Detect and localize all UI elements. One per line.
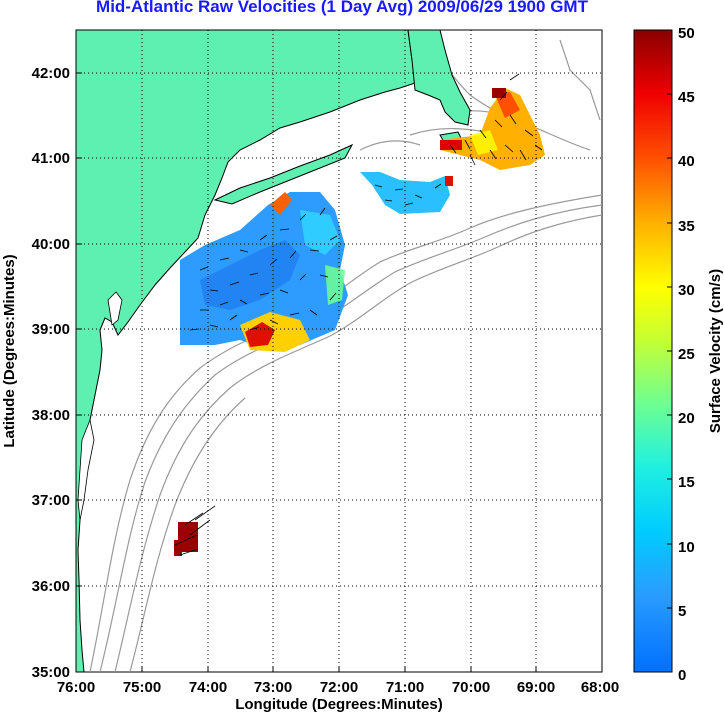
colorbar-tick: 20 bbox=[678, 410, 695, 427]
y-tick-label: 38:00 bbox=[32, 407, 70, 424]
y-tick-label: 40:00 bbox=[32, 236, 70, 253]
land-mass bbox=[76, 30, 419, 672]
x-tick-label: 73:00 bbox=[254, 679, 292, 696]
y-tick-label: 36:00 bbox=[32, 578, 70, 595]
colorbar-tick: 5 bbox=[678, 603, 686, 620]
colorbar-tick: 25 bbox=[678, 346, 695, 363]
long-island bbox=[213, 143, 354, 205]
x-axis-label: Longitude (Degrees:Minutes) bbox=[235, 696, 443, 713]
colorbar-label: Surface Velocity (cm/s) bbox=[707, 269, 724, 433]
colorbar-gradient bbox=[633, 29, 673, 673]
x-tick-label: 76:00 bbox=[57, 679, 95, 696]
y-tick-label: 35:00 bbox=[32, 664, 70, 681]
y-tick-label: 37:00 bbox=[32, 492, 70, 509]
y-tick-label: 41:00 bbox=[32, 150, 70, 167]
colorbar-tick: 10 bbox=[678, 539, 695, 556]
velocity-patch-south bbox=[178, 522, 198, 552]
chesapeake-bay bbox=[77, 418, 95, 521]
y-tick-labels: 35:00 36:00 37:00 38:00 39:00 40:00 41:0… bbox=[32, 65, 70, 681]
colorbar-tick: 45 bbox=[678, 89, 695, 106]
colorbar-tick: 50 bbox=[678, 25, 695, 42]
colorbar-tick: 40 bbox=[678, 153, 695, 170]
x-tick-label: 68:00 bbox=[581, 679, 619, 696]
x-tick-label: 74:00 bbox=[189, 679, 227, 696]
map-title: Mid-Atlantic Raw Velocities (1 Day Avg) … bbox=[96, 0, 588, 16]
colorbar-tick: 15 bbox=[678, 474, 695, 491]
x-tick-label: 70:00 bbox=[452, 679, 490, 696]
x-tick-label: 69:00 bbox=[517, 679, 555, 696]
colorbar-tick: 30 bbox=[678, 282, 695, 299]
velocity-field bbox=[174, 88, 545, 556]
velocity-patch-hot-core bbox=[245, 322, 275, 347]
x-tick-label: 71:00 bbox=[386, 679, 424, 696]
y-axis-label: Latitude (Degrees:Minutes) bbox=[1, 254, 18, 447]
x-tick-label: 72:00 bbox=[320, 679, 358, 696]
bay bbox=[107, 291, 123, 326]
velocity-patch-mid bbox=[300, 210, 340, 255]
velocity-arrows bbox=[174, 73, 543, 556]
colorbar-tick: 35 bbox=[678, 218, 695, 235]
velocity-patch-north-hot bbox=[270, 192, 292, 215]
velocity-patch-green bbox=[325, 265, 345, 305]
velocity-patch-offshore bbox=[360, 172, 450, 214]
y-tick-label: 39:00 bbox=[32, 321, 70, 338]
colorbar-tick: 0 bbox=[678, 667, 686, 684]
x-tick-label: 75:00 bbox=[123, 679, 161, 696]
colorbar: 0 5 10 15 20 25 30 35 40 45 50 Surface V… bbox=[633, 25, 724, 684]
x-tick-labels: 76:00 75:00 74:00 73:00 72:00 71:00 70:0… bbox=[57, 679, 619, 696]
cape-cod bbox=[407, 30, 471, 126]
y-tick-label: 42:00 bbox=[32, 65, 70, 82]
